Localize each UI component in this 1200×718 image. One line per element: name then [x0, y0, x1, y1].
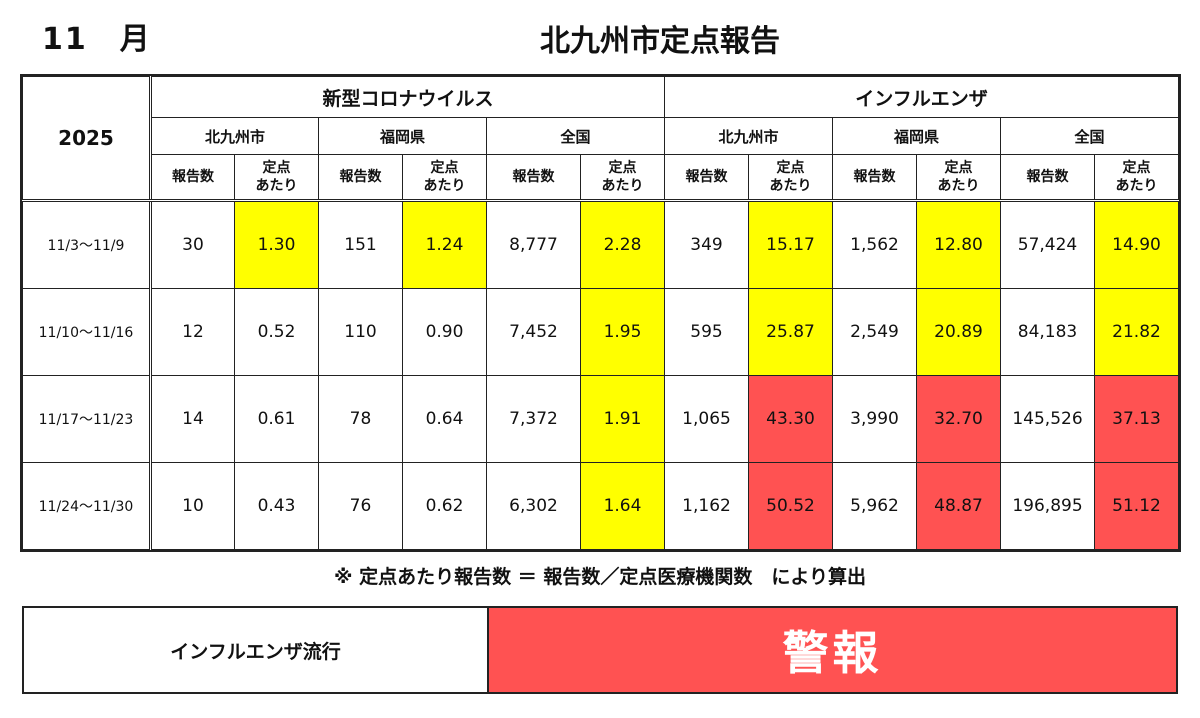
table-row: 11/3～11/9 30 1.30 151 1.24 8,777 2.28 349 15.17 1…: [22, 200, 1179, 289]
period-cell: 11/3～11/9: [22, 200, 151, 289]
report-count-cell: 14: [149, 375, 235, 463]
per-site-value-cell: 48.87: [916, 462, 1001, 550]
report-count-cell: 12: [149, 288, 235, 376]
per-site-label-line2: あたり: [601, 178, 644, 194]
col-per-site-header: 定点 あたり: [234, 154, 319, 202]
per-site-value-cell: 32.70: [916, 375, 1001, 463]
col-per-site-header: 定点 あたり: [1094, 154, 1179, 202]
influenza-header: インフルエンザ: [664, 76, 1179, 118]
alert-level-badge: 警報: [489, 608, 1176, 692]
surveillance-table: 2025 新型コロナウイルス インフルエンザ 北九州市 福岡県 全国 北九州市 …: [20, 74, 1181, 552]
per-site-value-cell: 2.28: [580, 200, 665, 289]
report-count-cell: 76: [318, 462, 403, 550]
per-site-value-cell: 37.13: [1094, 375, 1179, 463]
report-count-cell: 30: [149, 200, 235, 289]
report-count-cell: 3,990: [832, 375, 917, 463]
report-count-cell: 110: [318, 288, 403, 376]
report-count-cell: 595: [664, 288, 749, 376]
per-site-value-cell: 0.52: [234, 288, 319, 376]
col-report-count-header: 報告数: [664, 154, 749, 202]
report-count-cell: 6,302: [486, 462, 581, 550]
per-site-label-line1: 定点: [430, 160, 459, 176]
per-site-value-cell: 12.80: [916, 200, 1001, 289]
covid-header: 新型コロナウイルス: [149, 76, 665, 118]
year-label: 2025: [22, 76, 151, 202]
report-count-cell: 84,183: [1000, 288, 1095, 376]
per-site-label-line1: 定点: [262, 160, 291, 176]
per-site-value-cell: 15.17: [748, 200, 833, 289]
col-per-site-header: 定点 あたり: [748, 154, 833, 202]
per-site-label-line2: あたり: [937, 178, 980, 194]
per-site-value-cell: 1.30: [234, 200, 319, 289]
report-count-cell: 7,372: [486, 375, 581, 463]
region-kitakyushu-covid: 北九州市: [149, 117, 319, 155]
col-report-count-header: 報告数: [149, 154, 235, 202]
col-per-site-header: 定点 あたり: [402, 154, 487, 202]
per-site-value-cell: 0.62: [402, 462, 487, 550]
col-report-count-header: 報告数: [832, 154, 917, 202]
report-count-cell: 145,526: [1000, 375, 1095, 463]
report-count-cell: 196,895: [1000, 462, 1095, 550]
per-site-label-line1: 定点: [776, 160, 805, 176]
per-site-value-cell: 1.91: [580, 375, 665, 463]
month-label: 11 月: [42, 22, 152, 57]
period-cell: 11/10～11/16: [22, 288, 151, 376]
per-site-value-cell: 51.12: [1094, 462, 1179, 550]
per-site-label-line1: 定点: [608, 160, 637, 176]
per-site-value-cell: 1.64: [580, 462, 665, 550]
per-site-value-cell: 43.30: [748, 375, 833, 463]
report-count-cell: 78: [318, 375, 403, 463]
per-site-value-cell: 0.90: [402, 288, 487, 376]
region-fukuoka-covid: 福岡県: [318, 117, 487, 155]
report-count-cell: 151: [318, 200, 403, 289]
report-count-cell: 10: [149, 462, 235, 550]
col-report-count-header: 報告数: [1000, 154, 1095, 202]
col-per-site-header: 定点 あたり: [916, 154, 1001, 202]
per-site-value-cell: 21.82: [1094, 288, 1179, 376]
per-site-value-cell: 14.90: [1094, 200, 1179, 289]
report-count-cell: 2,549: [832, 288, 917, 376]
per-site-value-cell: 1.24: [402, 200, 487, 289]
report-count-cell: 57,424: [1000, 200, 1095, 289]
per-site-value-cell: 1.95: [580, 288, 665, 376]
per-site-value-cell: 0.43: [234, 462, 319, 550]
report-count-cell: 1,162: [664, 462, 749, 550]
report-count-cell: 7,452: [486, 288, 581, 376]
alert-label: インフルエンザ流行: [24, 608, 489, 692]
region-national-covid: 全国: [486, 117, 665, 155]
region-national-flu: 全国: [1000, 117, 1179, 155]
report-count-cell: 349: [664, 200, 749, 289]
table-row: 11/17～11/23 14 0.61 78 0.64 7,372 1.91 1,065 43.…: [22, 375, 1179, 463]
table-row: 11/10～11/16 12 0.52 110 0.90 7,452 1.95 595 25.8…: [22, 288, 1179, 376]
per-site-label-line1: 定点: [944, 160, 973, 176]
report-count-cell: 5,962: [832, 462, 917, 550]
per-site-label-line1: 定点: [1122, 160, 1151, 176]
region-kitakyushu-flu: 北九州市: [664, 117, 833, 155]
per-site-value-cell: 0.64: [402, 375, 487, 463]
per-site-value-cell: 50.52: [748, 462, 833, 550]
page-title: 北九州市定点報告: [540, 24, 780, 59]
per-site-label-line2: あたり: [769, 178, 812, 194]
influenza-alert-box: インフルエンザ流行 警報: [22, 606, 1178, 694]
per-site-label-line2: あたり: [255, 178, 298, 194]
per-site-label-line2: あたり: [1115, 178, 1158, 194]
col-per-site-header: 定点 あたり: [580, 154, 665, 202]
period-cell: 11/24～11/30: [22, 462, 151, 550]
report-count-cell: 1,065: [664, 375, 749, 463]
per-site-value-cell: 25.87: [748, 288, 833, 376]
table-row: 11/24～11/30 10 0.43 76 0.62 6,302 1.64 1,162 50.…: [22, 462, 1179, 550]
region-fukuoka-flu: 福岡県: [832, 117, 1001, 155]
per-site-value-cell: 20.89: [916, 288, 1001, 376]
col-report-count-header: 報告数: [318, 154, 403, 202]
per-site-value-cell: 0.61: [234, 375, 319, 463]
period-cell: 11/17～11/23: [22, 375, 151, 463]
col-report-count-header: 報告数: [486, 154, 581, 202]
report-count-cell: 1,562: [832, 200, 917, 289]
per-site-label-line2: あたり: [423, 178, 466, 194]
report-count-cell: 8,777: [486, 200, 581, 289]
calculation-note: ※ 定点あたり報告数 ＝ 報告数／定点医療機関数 により算出: [334, 566, 866, 588]
